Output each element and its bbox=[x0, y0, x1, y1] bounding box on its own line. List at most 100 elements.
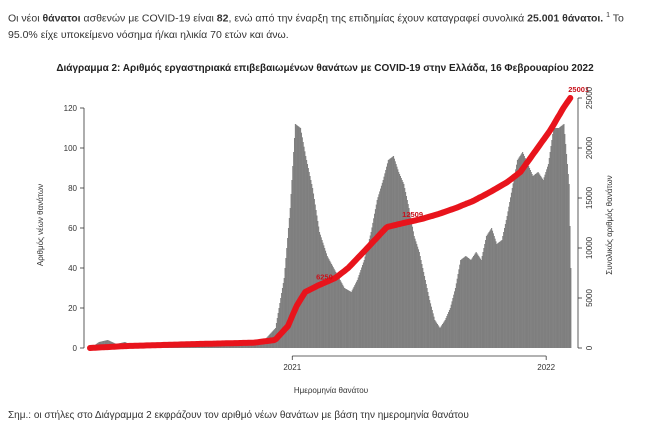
daily-death-bar bbox=[433, 316, 435, 348]
daily-death-bar bbox=[532, 176, 534, 348]
daily-death-bar bbox=[303, 146, 305, 348]
daily-death-bar bbox=[411, 222, 413, 348]
daily-death-bar bbox=[319, 234, 321, 348]
daily-death-bar bbox=[299, 127, 301, 348]
daily-death-bar bbox=[423, 272, 425, 348]
daily-death-bar bbox=[543, 177, 545, 348]
daily-death-bar bbox=[534, 174, 537, 348]
left-y-tick-label: 100 bbox=[64, 144, 78, 153]
daily-death-bar bbox=[361, 265, 364, 348]
daily-death-bar bbox=[353, 286, 355, 348]
daily-death-bar bbox=[435, 321, 437, 348]
daily-death-bar bbox=[491, 228, 493, 348]
daily-death-bar bbox=[467, 258, 469, 348]
daily-death-bar bbox=[460, 260, 462, 348]
daily-death-bar bbox=[360, 270, 362, 348]
daily-death-bar bbox=[313, 199, 315, 348]
daily-death-bar bbox=[473, 256, 475, 348]
daily-death-bar bbox=[548, 158, 550, 348]
daily-death-bar bbox=[463, 257, 465, 348]
daily-death-bar bbox=[498, 242, 500, 348]
daily-death-bar bbox=[355, 281, 358, 348]
daily-death-bar bbox=[438, 326, 440, 348]
daily-death-bar bbox=[511, 188, 513, 348]
daily-death-bar bbox=[531, 174, 533, 348]
daily-death-bar bbox=[287, 228, 290, 348]
daily-death-bar bbox=[364, 256, 366, 348]
daily-death-bar bbox=[377, 197, 379, 348]
daily-death-bar bbox=[557, 128, 559, 348]
daily-death-bar bbox=[539, 174, 541, 348]
daily-death-bar bbox=[371, 227, 373, 348]
daily-death-bar bbox=[454, 288, 457, 348]
daily-death-bar bbox=[434, 320, 436, 348]
daily-death-bar bbox=[278, 308, 280, 348]
right-y-tick-label: 20000 bbox=[585, 136, 594, 159]
cumulative-label: 12509 bbox=[402, 210, 423, 219]
daily-death-bar bbox=[400, 178, 402, 348]
left-y-tick-label: 120 bbox=[64, 104, 78, 113]
daily-death-bar bbox=[401, 180, 403, 348]
daily-death-bar bbox=[424, 280, 426, 348]
daily-death-bar bbox=[258, 342, 260, 348]
intro-text: Οι νέοι bbox=[8, 12, 43, 25]
daily-death-bar bbox=[368, 242, 370, 348]
daily-death-bar bbox=[348, 290, 350, 348]
daily-death-bar bbox=[307, 168, 309, 348]
left-y-tick-label: 40 bbox=[68, 264, 77, 273]
daily-death-bar bbox=[331, 264, 333, 348]
daily-death-bar bbox=[405, 196, 407, 348]
daily-death-bar bbox=[541, 177, 543, 348]
daily-death-bar bbox=[361, 267, 363, 348]
daily-death-bar bbox=[527, 164, 529, 348]
intro-text: ασθενών με COVID-19 είναι bbox=[80, 12, 217, 25]
daily-death-bar bbox=[107, 340, 109, 348]
daily-death-bar bbox=[504, 228, 506, 348]
daily-death-bar bbox=[547, 166, 549, 348]
daily-death-bar bbox=[436, 324, 438, 348]
daily-death-bar bbox=[553, 128, 555, 348]
daily-death-bar bbox=[345, 289, 347, 348]
daily-death-bar bbox=[443, 321, 445, 348]
daily-death-bar bbox=[560, 126, 562, 348]
daily-death-bar bbox=[545, 172, 547, 348]
daily-death-bar bbox=[411, 226, 414, 348]
daily-death-bar bbox=[343, 286, 345, 348]
daily-death-bar bbox=[439, 328, 441, 348]
daily-death-bar bbox=[481, 256, 483, 348]
daily-death-bar bbox=[329, 260, 331, 348]
daily-death-bar bbox=[479, 257, 481, 348]
daily-death-bar bbox=[311, 184, 313, 348]
cumulative-deaths-line bbox=[87, 95, 574, 351]
daily-death-bar bbox=[386, 166, 388, 348]
daily-death-bar bbox=[495, 241, 497, 348]
daily-death-bar bbox=[320, 237, 322, 348]
daily-death-bar bbox=[471, 258, 473, 348]
daily-death-bar bbox=[428, 296, 430, 348]
daily-death-bar bbox=[505, 220, 507, 348]
daily-death-bar bbox=[415, 241, 417, 348]
daily-death-bar bbox=[378, 194, 380, 348]
daily-death-bar bbox=[503, 232, 505, 348]
daily-death-bar bbox=[504, 224, 506, 348]
daily-death-bar bbox=[376, 200, 378, 348]
daily-death-bar bbox=[437, 325, 439, 348]
daily-death-bar bbox=[448, 310, 451, 348]
daily-death-bar bbox=[541, 178, 543, 348]
daily-death-bar bbox=[304, 151, 306, 348]
daily-death-bar bbox=[484, 244, 486, 348]
daily-death-bar bbox=[485, 236, 488, 348]
daily-death-bar bbox=[570, 268, 572, 348]
daily-death-bar bbox=[440, 326, 442, 348]
daily-death-bar bbox=[451, 301, 453, 348]
total-deaths-count: 25.001 θάνατοι. bbox=[527, 12, 604, 25]
daily-death-bar bbox=[492, 233, 494, 348]
daily-death-bar bbox=[497, 243, 499, 348]
daily-death-bar bbox=[555, 128, 557, 348]
daily-death-bar bbox=[310, 180, 312, 348]
new-deaths-count: 82 bbox=[216, 12, 229, 25]
daily-death-bar bbox=[405, 192, 407, 348]
daily-death-bar bbox=[469, 259, 471, 348]
daily-death-bar bbox=[333, 268, 335, 348]
daily-death-bar bbox=[522, 154, 525, 348]
